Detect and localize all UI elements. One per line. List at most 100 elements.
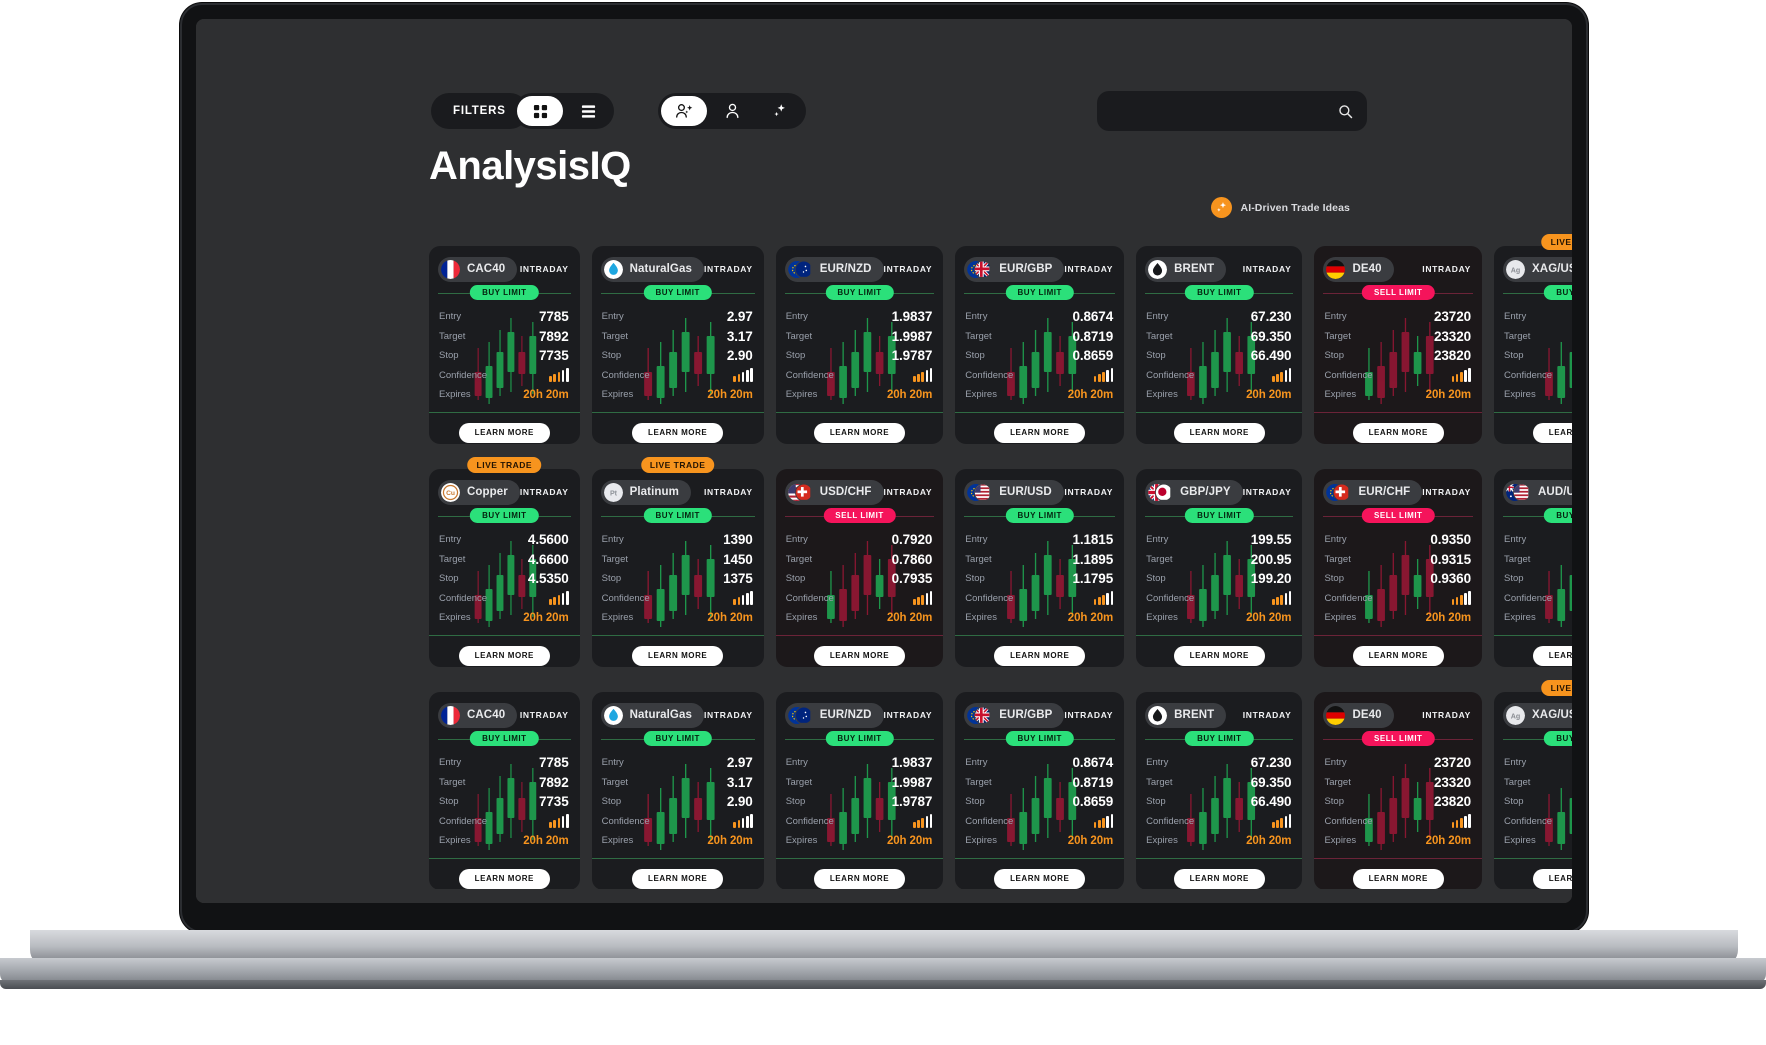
learn-more-button[interactable]: LEARN MORE xyxy=(632,422,724,443)
confidence-bar xyxy=(1102,372,1105,382)
list-view-button[interactable] xyxy=(565,96,611,126)
target-value: 7892 xyxy=(538,328,569,344)
card-body: Entry 0.8674 Target 0.8719 Stop 0.8659 C… xyxy=(955,748,1124,858)
metric-row-entry: Entry 23720 xyxy=(1324,307,1471,327)
metric-row-expires: Expires 20h 20m xyxy=(1324,385,1471,405)
entry-label: Entry xyxy=(1324,534,1347,546)
metric-row-stop: Stop 7735 xyxy=(439,792,569,812)
trade-card[interactable]: NaturalGas INTRADAY BUY LIMIT Entry 2.97… xyxy=(591,246,764,444)
card-body: Entry 2.97 Target 3.17 Stop 2.90 Confide… xyxy=(592,302,764,412)
trade-card[interactable]: EUR/CHF INTRADAY SELL LIMIT Entry 0.9350… xyxy=(1314,469,1483,667)
target-value: 0.8719 xyxy=(1072,328,1114,344)
trade-card[interactable]: CAC40 INTRADAY BUY LIMIT Entry 7785 Targ… xyxy=(429,246,580,444)
learn-more-button[interactable]: LEARN MORE xyxy=(994,422,1086,443)
trade-card[interactable]: EUR/GBP INTRADAY BUY LIMIT Entry 0.8674 … xyxy=(955,692,1125,890)
traders-button[interactable] xyxy=(709,96,755,126)
learn-more-button[interactable]: LEARN MORE xyxy=(1173,868,1265,889)
symbol-pill: EUR/USD xyxy=(964,479,1064,505)
metric-row-confidence: Confidence xyxy=(1146,366,1292,386)
trade-card-wrapper: EUR/GBP INTRADAY BUY LIMIT Entry 0.8674 … xyxy=(955,234,1125,444)
metric-row-entry: Entry 0.6640 xyxy=(1504,530,1572,550)
learn-more-button[interactable]: LEARN MORE xyxy=(1352,422,1444,443)
trade-card[interactable]: GBP/JPY INTRADAY BUY LIMIT Entry 199.55 … xyxy=(1136,469,1303,667)
side-badge: SELL LIMIT xyxy=(1362,508,1435,523)
confidence-bar xyxy=(929,814,933,828)
flag-icon xyxy=(1506,483,1531,502)
trade-card[interactable]: DE40 INTRADAY SELL LIMIT Entry 23720 Tar… xyxy=(1314,246,1483,444)
trade-card[interactable]: Cu Copper INTRADAY BUY LIMIT Entry 4.560… xyxy=(429,469,580,667)
metric-row-target: Target 7892 xyxy=(439,773,569,793)
search-icon[interactable] xyxy=(1338,104,1353,119)
trade-card[interactable]: EUR/NZD INTRADAY BUY LIMIT Entry 1.9837 … xyxy=(775,246,944,444)
learn-more-button[interactable]: LEARN MORE xyxy=(1532,645,1572,666)
trade-card[interactable]: Ag XAG/USD INTRADAY BUY LIMIT Entry 41.7… xyxy=(1494,246,1572,444)
learn-more-button[interactable]: LEARN MORE xyxy=(632,868,724,889)
divider-line xyxy=(1503,293,1572,294)
metric-row-entry: Entry 0.9350 xyxy=(1324,530,1471,550)
trade-card-wrapper: BRENT INTRADAY BUY LIMIT Entry 67.230 Ta… xyxy=(1136,680,1303,890)
trade-card[interactable]: NaturalGas INTRADAY BUY LIMIT Entry 2.97… xyxy=(591,692,764,890)
grid-view-button[interactable] xyxy=(517,96,563,126)
learn-more-button[interactable]: LEARN MORE xyxy=(1352,868,1444,889)
learn-more-button[interactable]: LEARN MORE xyxy=(813,868,906,889)
target-label: Target xyxy=(1324,776,1351,788)
side-badge: SELL LIMIT xyxy=(1362,285,1435,300)
confidence-bar xyxy=(1464,593,1467,605)
trade-card[interactable]: EUR/USD INTRADAY BUY LIMIT Entry 1.1815 … xyxy=(955,469,1125,667)
learn-more-button[interactable]: LEARN MORE xyxy=(813,422,906,443)
learn-more-button[interactable]: LEARN MORE xyxy=(1352,645,1444,666)
trade-card[interactable]: BRENT INTRADAY BUY LIMIT Entry 67.230 Ta… xyxy=(1136,246,1303,444)
confidence-label: Confidence xyxy=(1504,815,1553,827)
trade-card[interactable]: EUR/GBP INTRADAY BUY LIMIT Entry 0.8674 … xyxy=(955,246,1125,444)
confidence-bar xyxy=(1110,591,1114,605)
learn-more-button[interactable]: LEARN MORE xyxy=(458,422,550,443)
trade-card-wrapper: LIVE TRADE Ag XAG/USD INTRADAY BUY LIMIT… xyxy=(1494,680,1572,890)
learn-more-button[interactable]: LEARN MORE xyxy=(1173,645,1265,666)
confidence-bar xyxy=(929,368,933,382)
confidence-bar xyxy=(925,816,929,828)
trade-card[interactable]: AUD/USD INTRADAY BUY LIMIT Entry 0.6640 … xyxy=(1494,469,1572,667)
learn-more-button[interactable]: LEARN MORE xyxy=(458,645,550,666)
trade-card[interactable]: BRENT INTRADAY BUY LIMIT Entry 67.230 Ta… xyxy=(1136,692,1303,890)
learn-more-button[interactable]: LEARN MORE xyxy=(632,645,724,666)
trade-card[interactable]: Ag XAG/USD INTRADAY BUY LIMIT Entry 41.7… xyxy=(1494,692,1572,890)
learn-more-button[interactable]: LEARN MORE xyxy=(1532,422,1572,443)
metrics-list: Entry 1.9837 Target 1.9987 Stop 1.9787 C… xyxy=(776,302,944,405)
trade-card[interactable]: EUR/NZD INTRADAY BUY LIMIT Entry 1.9837 … xyxy=(775,692,944,890)
flag-icon xyxy=(1148,705,1168,725)
learn-more-button[interactable]: LEARN MORE xyxy=(1173,422,1265,443)
user-icon xyxy=(726,103,738,119)
trade-card[interactable]: DE40 INTRADAY SELL LIMIT Entry 23720 Tar… xyxy=(1314,692,1483,890)
target-value: 1450 xyxy=(723,551,753,567)
side-badge: SELL LIMIT xyxy=(1362,731,1435,746)
metric-row-target: Target 3.17 xyxy=(602,773,753,793)
metric-row-stop: Stop 2.90 xyxy=(602,792,753,812)
card-body: Entry 0.8674 Target 0.8719 Stop 0.8659 C… xyxy=(955,302,1124,412)
symbol-pill: Ag XAG/USD xyxy=(1503,256,1572,282)
confidence-bar xyxy=(1110,814,1114,828)
sparkle-button[interactable] xyxy=(757,96,803,126)
ai-traders-button[interactable] xyxy=(661,96,707,126)
metric-row-target: Target 0.8719 xyxy=(965,327,1113,347)
trade-card[interactable]: CAC40 INTRADAY BUY LIMIT Entry 7785 Targ… xyxy=(429,692,580,890)
learn-more-button[interactable]: LEARN MORE xyxy=(994,868,1086,889)
entry-label: Entry xyxy=(439,757,462,769)
confidence-bar xyxy=(1097,596,1101,605)
search-bar[interactable] xyxy=(1097,91,1367,131)
learn-more-button[interactable]: LEARN MORE xyxy=(994,645,1086,666)
top-toolbar: FILTERS xyxy=(196,19,1572,131)
timeframe-label: INTRADAY xyxy=(1242,264,1292,274)
stop-label: Stop xyxy=(1146,796,1166,808)
search-input[interactable] xyxy=(1111,103,1338,119)
entry-value: 67.230 xyxy=(1250,309,1292,325)
metric-row-entry: Entry 199.55 xyxy=(1146,530,1291,550)
metric-row-stop: Stop 1.9787 xyxy=(786,346,933,366)
filters-button[interactable]: FILTERS xyxy=(431,93,528,129)
confidence-meter xyxy=(549,814,569,828)
divider-line xyxy=(1503,739,1572,740)
learn-more-button[interactable]: LEARN MORE xyxy=(813,645,906,666)
trade-card[interactable]: Pt Platinum INTRADAY BUY LIMIT Entry 139… xyxy=(591,469,764,667)
learn-more-button[interactable]: LEARN MORE xyxy=(458,868,550,889)
trade-card[interactable]: USD/CHF INTRADAY SELL LIMIT Entry 0.7920… xyxy=(775,469,944,667)
learn-more-button[interactable]: LEARN MORE xyxy=(1532,868,1572,889)
